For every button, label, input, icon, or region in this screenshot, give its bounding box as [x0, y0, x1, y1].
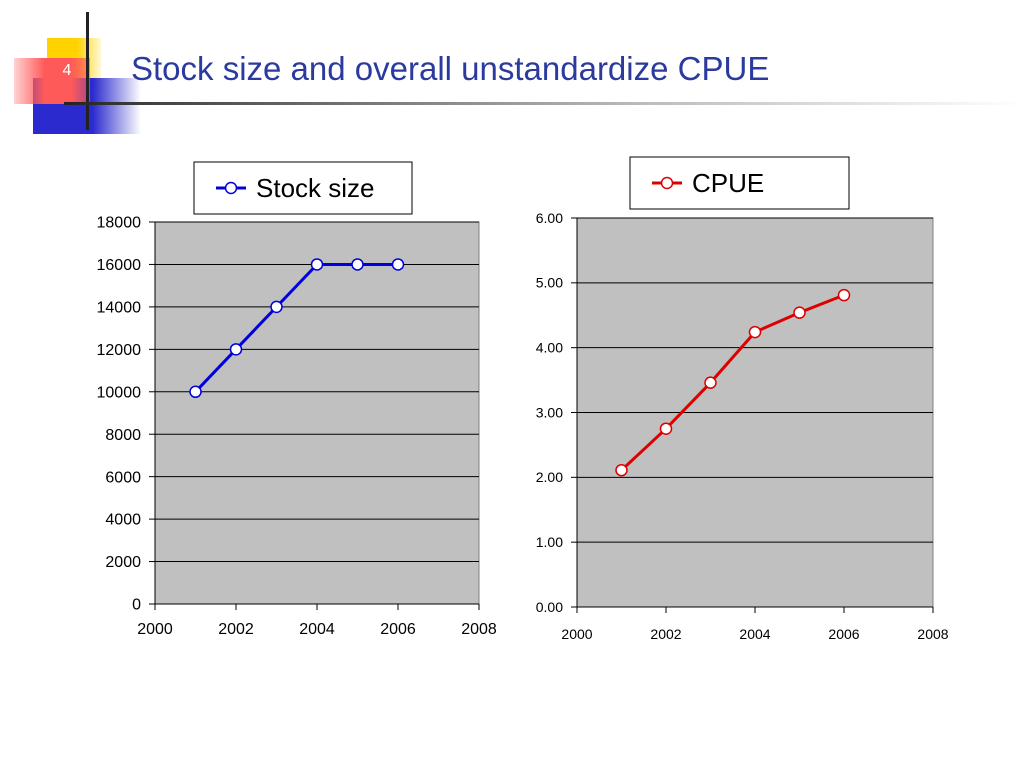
- y-tick-label: 6.00: [536, 210, 563, 226]
- y-tick-label: 16000: [97, 257, 142, 274]
- y-tick-label: 5.00: [536, 275, 563, 291]
- y-tick-label: 14000: [97, 299, 142, 316]
- x-tick-label: 2000: [137, 621, 173, 638]
- data-point: [837, 288, 851, 302]
- y-tick-label: 1.00: [536, 534, 563, 550]
- data-point: [748, 325, 762, 339]
- decor-vertical-line: [86, 12, 89, 130]
- cpue-chart: 0.00 1.00 2.00 3.00 4.00 5.00 6.00 2000 2002 2004…: [536, 156, 949, 642]
- data-point: [391, 258, 405, 271]
- x-tick-label: 2004: [739, 626, 770, 642]
- y-tick-label: 4000: [105, 512, 141, 529]
- y-tick-label: 2000: [105, 554, 141, 571]
- data-point: [189, 385, 202, 399]
- stock-size-chart: 0 2000 4000 6000 8000 10000 12000 14000 16000 180…: [97, 161, 497, 638]
- y-tick-label: 2.00: [536, 469, 563, 485]
- y-tick-label: 3.00: [536, 404, 563, 420]
- x-tick-label: 2008: [461, 621, 497, 638]
- y-tick-label: 6000: [105, 469, 141, 486]
- legend-label: Stock size: [256, 173, 375, 203]
- y-tick-label: 4.00: [536, 340, 563, 356]
- x-tick-label: 2004: [299, 621, 335, 638]
- series-line: [620, 293, 845, 472]
- decor-horizontal-line: [64, 102, 1024, 105]
- y-tick-label: 0: [132, 597, 141, 614]
- series-line: [194, 262, 398, 393]
- x-tick-label: 2008: [917, 626, 948, 642]
- x-tick-label: 2002: [218, 621, 254, 638]
- data-point: [615, 463, 628, 477]
- data-point: [793, 306, 806, 319]
- data-point: [659, 422, 673, 435]
- x-tick-label: 2000: [561, 626, 592, 642]
- slide-title: Stock size and overall unstandardize CPU…: [131, 50, 770, 87]
- y-tick-label: 18000: [97, 215, 142, 232]
- y-tick-label: 12000: [97, 342, 142, 359]
- data-point: [310, 258, 324, 271]
- legend-label: CPUE: [692, 168, 764, 198]
- x-tick-label: 2006: [828, 626, 859, 642]
- slide-number: 4: [62, 62, 72, 79]
- legend-marker: [660, 176, 674, 190]
- data-point: [704, 376, 717, 389]
- data-point: [229, 343, 243, 356]
- data-point: [270, 300, 283, 314]
- y-tick-label: 10000: [97, 384, 142, 401]
- data-point: [351, 258, 364, 271]
- decor-red-square: [14, 58, 90, 104]
- y-tick-label: 0.00: [536, 599, 563, 615]
- legend-marker: [224, 181, 238, 195]
- x-tick-label: 2002: [650, 626, 681, 642]
- x-tick-label: 2006: [380, 621, 416, 638]
- y-tick-label: 8000: [105, 427, 141, 444]
- plot-area: [154, 221, 480, 605]
